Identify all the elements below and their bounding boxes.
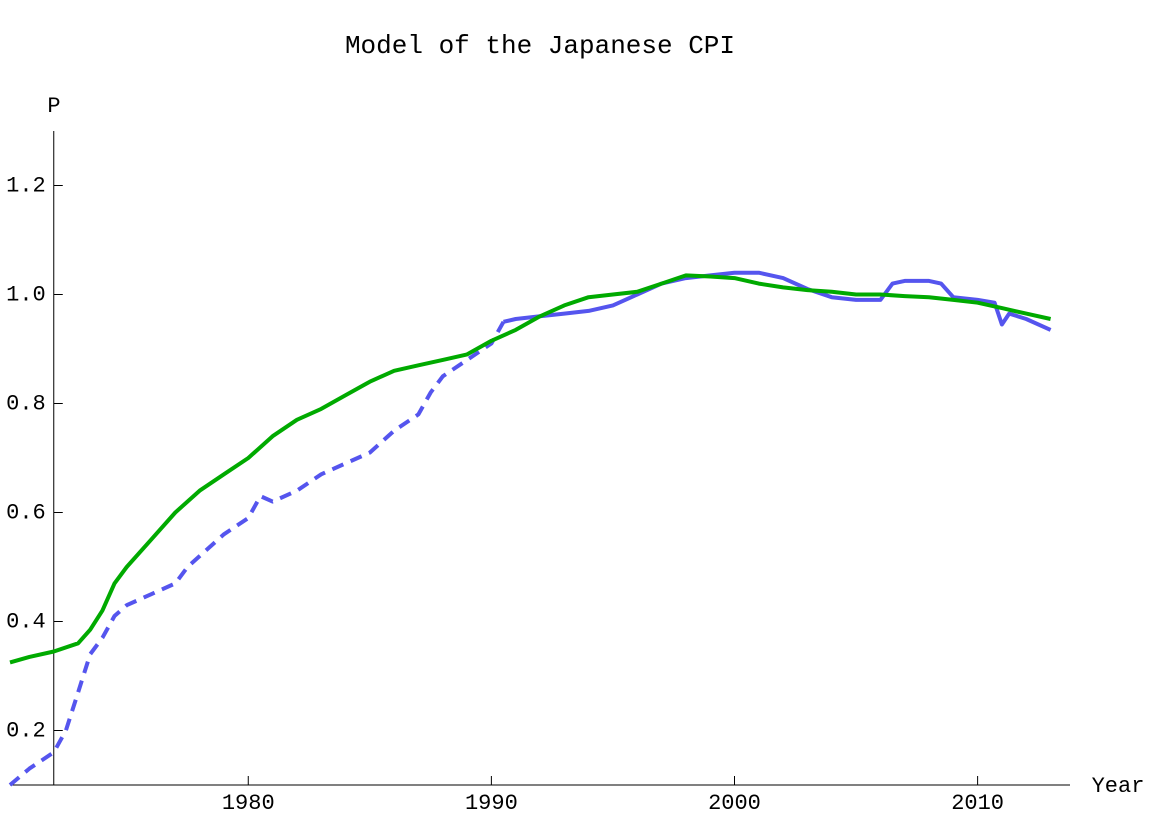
y-axis-label: P <box>47 94 60 119</box>
y-tick-label: 0.6 <box>6 500 46 525</box>
x-tick-label: 1990 <box>465 791 518 816</box>
y-tick-label: 1.2 <box>6 173 46 198</box>
y-tick-label: 0.2 <box>6 718 46 743</box>
series-line <box>9 273 1052 665</box>
x-tick-label: 2010 <box>951 791 1004 816</box>
series-line <box>503 270 1052 332</box>
x-axis-label: Year <box>1092 774 1145 799</box>
y-tick-label: 0.4 <box>6 609 46 634</box>
x-tick-label: 2000 <box>708 791 761 816</box>
x-tick-label: 1980 <box>222 791 275 816</box>
chart-title: Model of the Japanese CPI <box>345 31 735 61</box>
y-tick-label: 1.0 <box>6 282 46 307</box>
y-tick-label: 0.8 <box>6 391 46 416</box>
series-line <box>8 320 506 787</box>
